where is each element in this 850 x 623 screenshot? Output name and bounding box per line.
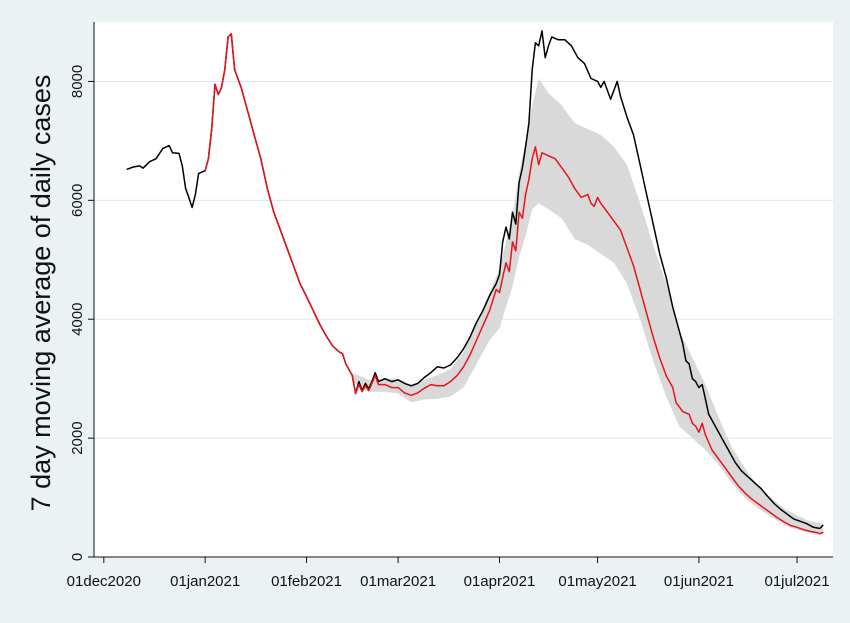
y-tick-label: 8000 <box>69 65 86 98</box>
x-tick-label: 01dec2020 <box>67 573 141 590</box>
y-axis-title: 7 day moving average of daily cases <box>26 75 56 512</box>
series-lines <box>126 30 824 535</box>
confidence-band <box>352 78 824 535</box>
x-axis-ticks: 01dec2020 01jan2021 01feb2021 01mar2021 01ap… <box>67 557 830 590</box>
y-tick-label: 2000 <box>69 421 86 454</box>
confidence-band-area <box>352 78 824 535</box>
x-tick-label: 01feb2021 <box>271 573 342 590</box>
x-tick-label: 01mar2021 <box>360 573 436 590</box>
x-tick-label: 01may2021 <box>558 573 636 590</box>
x-tick-label: 01jun2021 <box>664 573 734 590</box>
x-tick-label: 01apr2021 <box>464 573 536 590</box>
plot-area <box>94 22 833 557</box>
y-tick-label: 4000 <box>69 303 86 336</box>
x-tick-label: 01jan2021 <box>170 573 240 590</box>
y-axis-ticks: 0 2000 4000 6000 8000 <box>69 65 94 561</box>
y-tick-label: 6000 <box>69 184 86 217</box>
x-tick-label: 01jul2021 <box>764 573 829 590</box>
adjusted-line <box>204 33 824 535</box>
y-tick-label: 0 <box>69 553 86 561</box>
